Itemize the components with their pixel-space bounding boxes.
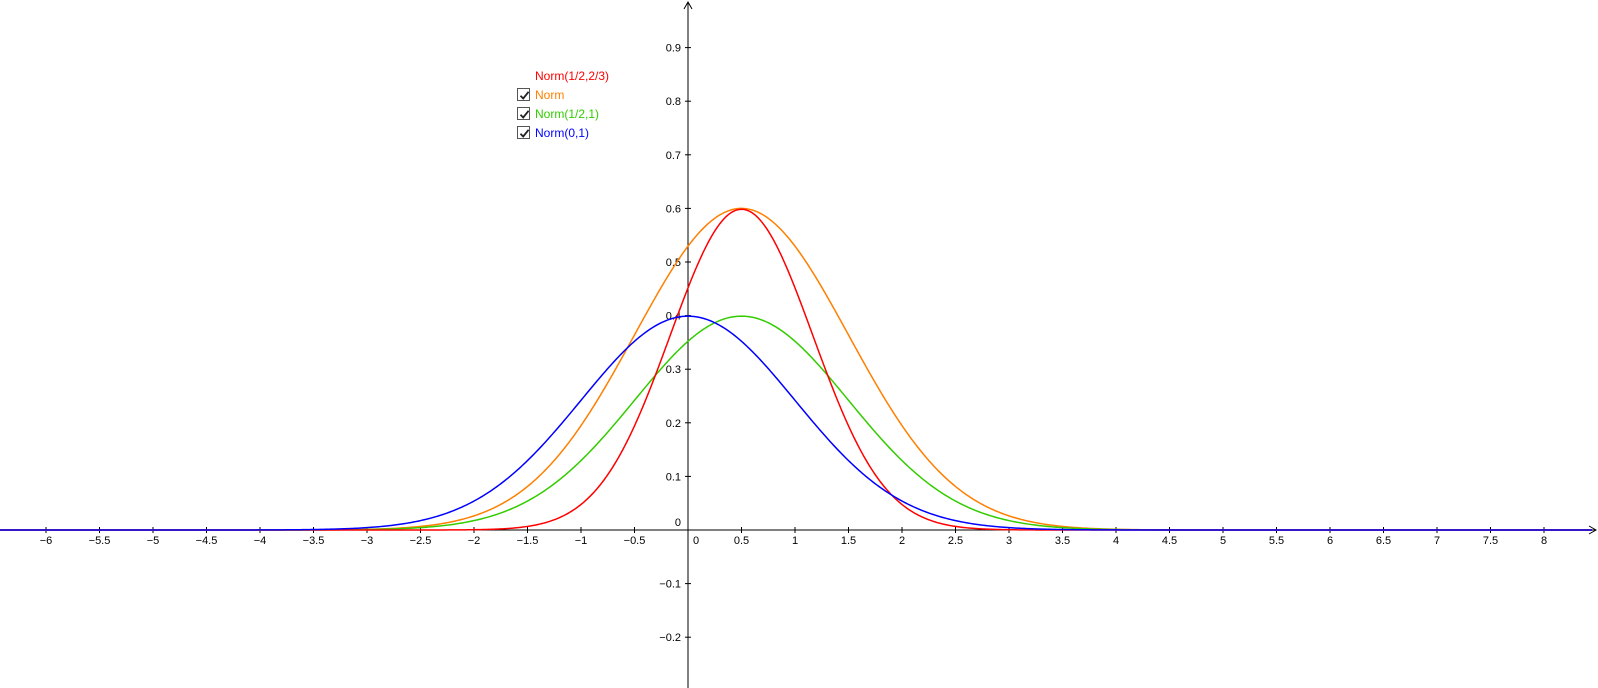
curves [0,207,1593,531]
x-tick-label: 2.5 [948,535,963,547]
checkmark-icon [519,129,530,138]
checkbox-norm-half-one[interactable] [517,107,530,120]
series-line [0,315,1593,531]
legend-item-norm-blue[interactable]: Norm(0,1) [517,124,657,143]
y-tick-label: 0.3 [666,364,681,376]
y-tick-label: 0.1 [666,471,681,483]
series-line [0,208,1593,531]
x-tick-label: 6.5 [1376,535,1391,547]
x-tick-label: 5.5 [1269,535,1284,547]
legend-item-norm-green[interactable]: Norm(1/2,1) [517,105,657,124]
y-tick-label: −0.2 [659,632,681,644]
x-tick-label: 1.5 [841,535,856,547]
legend-label: Norm(0,1) [535,126,590,140]
y-tick-label: 0.2 [666,418,681,430]
x-tick-label: 8 [1541,535,1547,547]
x-axis-arrow-icon [1588,525,1598,535]
x-tick-label: 5 [1220,535,1226,547]
y-tick-label: 0.5 [666,257,681,269]
y-tick-label: 0.8 [666,96,681,108]
x-tick-label: 7.5 [1483,535,1498,547]
legend-label: Norm(1/2,2/3) [535,69,610,83]
x-tick-label: 2 [899,535,905,547]
y-tick-label: 0.9 [666,43,681,55]
y-tick-label: 0.7 [666,150,681,162]
x-tick-label: 4.5 [1162,535,1177,547]
checkmark-icon [519,91,530,100]
x-tick-label: 0 [693,535,699,547]
x-tick-label: −2 [468,535,481,547]
x-tick-label: 3.5 [1055,535,1070,547]
x-tick-label: −0.5 [624,535,646,547]
y-axis-arrow-icon [683,0,693,10]
checkbox-norm-zero-one[interactable] [517,126,530,139]
checkbox-norm[interactable] [517,88,530,101]
tick-labels: −6 −5.5 −5 −4.5 −4 −3.5 −3 −2.5 −2 −1.5 −1 −0.5 0 0.5… [40,43,1547,645]
legend-label: Norm(1/2,1) [535,107,600,121]
x-tick-label: −3.5 [303,535,325,547]
series-line [0,207,1593,531]
x-tick-label: 3 [1006,535,1012,547]
x-tick-label: 0.5 [734,535,749,547]
series-line [0,315,1593,531]
x-tick-label: 7 [1434,535,1440,547]
x-tick-label: −4.5 [196,535,218,547]
x-tick-label: −1.5 [517,535,539,547]
x-tick-label: −4 [254,535,267,547]
checkmark-icon [519,110,530,119]
legend-item-norm-orange[interactable]: Norm [517,86,657,105]
x-tick-label: −5 [147,535,160,547]
x-tick-label: −3 [361,535,374,547]
x-tick-label: −6 [40,535,53,547]
x-tick-label: −5.5 [89,535,111,547]
y-tick-label: 0.6 [666,203,681,215]
legend: Norm(1/2,2/3) Norm Norm(1/2,1) Norm(0,1) [517,67,657,143]
x-tick-label: −1 [575,535,588,547]
x-tick-label: −2.5 [410,535,432,547]
x-tick-label: 1 [792,535,798,547]
x-tick-label: 4 [1113,535,1119,547]
x-tick-label: 6 [1327,535,1333,547]
y-tick-label: −0.1 [659,579,681,591]
legend-item-norm-red: Norm(1/2,2/3) [517,67,657,86]
y-tick-label: 0 [675,517,681,529]
legend-label: Norm [535,88,565,102]
